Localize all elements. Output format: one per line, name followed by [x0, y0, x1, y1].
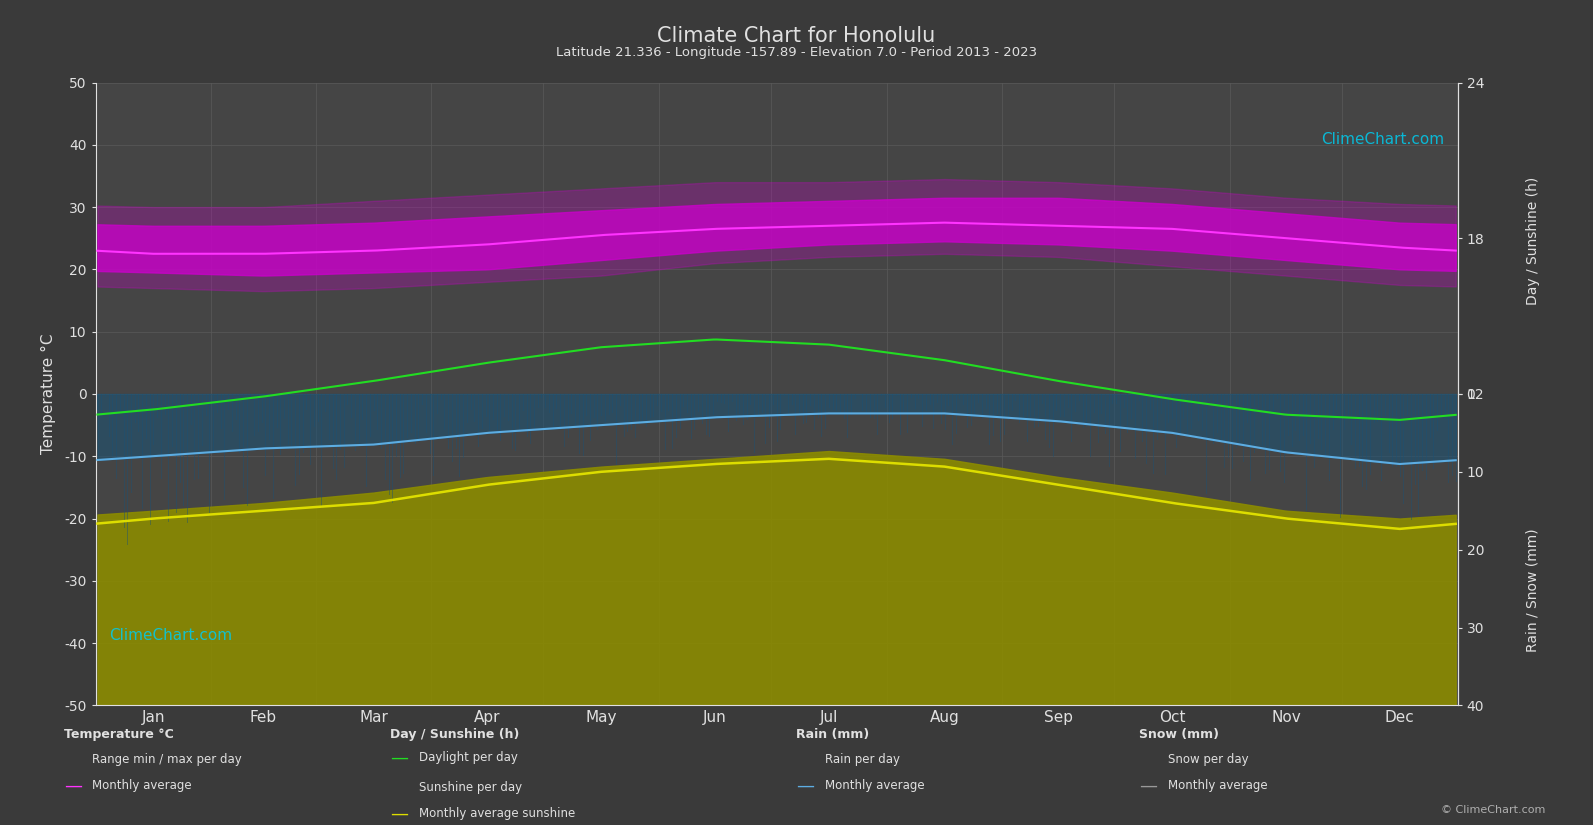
Text: Monthly average: Monthly average — [92, 779, 193, 792]
Text: Latitude 21.336 - Longitude -157.89 - Elevation 7.0 - Period 2013 - 2023: Latitude 21.336 - Longitude -157.89 - El… — [556, 46, 1037, 59]
Text: Daylight per day: Daylight per day — [419, 751, 518, 764]
Text: —: — — [64, 776, 81, 794]
Y-axis label: Temperature °C: Temperature °C — [41, 333, 56, 455]
Text: —: — — [390, 748, 408, 766]
Text: —: — — [390, 804, 408, 823]
Text: Rain (mm): Rain (mm) — [796, 728, 870, 741]
Text: Day / Sunshine (h): Day / Sunshine (h) — [390, 728, 519, 741]
Text: © ClimeChart.com: © ClimeChart.com — [1440, 805, 1545, 815]
Text: —: — — [1139, 776, 1157, 794]
Text: Range min / max per day: Range min / max per day — [92, 753, 242, 766]
Text: Snow per day: Snow per day — [1168, 753, 1249, 766]
Text: Monthly average sunshine: Monthly average sunshine — [419, 807, 575, 820]
Text: Sunshine per day: Sunshine per day — [419, 781, 523, 794]
Text: Snow (mm): Snow (mm) — [1139, 728, 1219, 741]
Text: Rain / Snow (mm): Rain / Snow (mm) — [1526, 528, 1539, 652]
Text: Climate Chart for Honolulu: Climate Chart for Honolulu — [658, 26, 935, 46]
Text: Monthly average: Monthly average — [1168, 779, 1268, 792]
Text: Rain per day: Rain per day — [825, 753, 900, 766]
Text: ClimeChart.com: ClimeChart.com — [110, 628, 233, 644]
Text: —: — — [796, 776, 814, 794]
Text: Temperature °C: Temperature °C — [64, 728, 174, 741]
Text: Day / Sunshine (h): Day / Sunshine (h) — [1526, 177, 1539, 305]
Text: Monthly average: Monthly average — [825, 779, 926, 792]
Text: ClimeChart.com: ClimeChart.com — [1321, 132, 1443, 148]
